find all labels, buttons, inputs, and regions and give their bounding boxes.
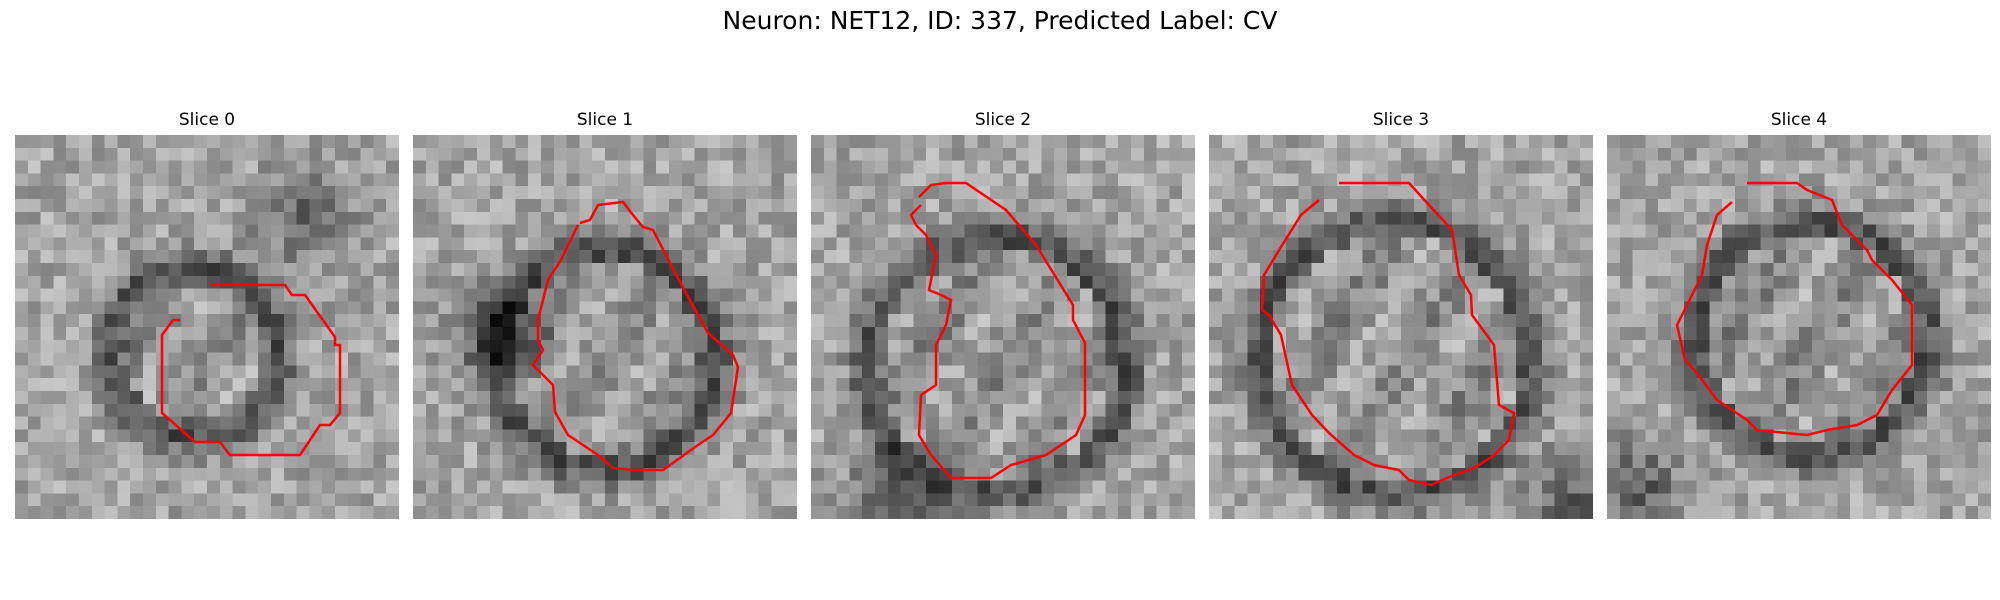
- slice-0-grayscale: [15, 135, 399, 519]
- figure-title: Neuron: NET12, ID: 337, Predicted Label:…: [722, 6, 1278, 35]
- slice-0-title: Slice 0: [178, 110, 236, 130]
- slice-4-contour: [1675, 181, 1914, 437]
- slice-4-image: [1607, 135, 1991, 519]
- slice-1-image: [413, 135, 797, 519]
- slice-4-title: Slice 4: [1770, 110, 1828, 130]
- slice-2-contour-layer: [909, 181, 1087, 480]
- slice-2-image: [811, 135, 1195, 519]
- slice-3-grayscale: [1209, 135, 1593, 519]
- slice-0-contour-layer: [160, 283, 342, 457]
- slice-2-contour: [909, 181, 1087, 480]
- slice-3-title: Slice 3: [1372, 110, 1430, 130]
- slice-4-grayscale: [1607, 135, 1991, 519]
- slice-2-grayscale: [811, 135, 1195, 519]
- slice-1-title: Slice 1: [576, 110, 634, 130]
- slice-0-contour: [160, 283, 342, 457]
- slice-1-contour-layer: [531, 200, 740, 472]
- slice-3-contour-layer: [1260, 181, 1516, 487]
- slice-1-contour: [531, 200, 740, 472]
- slice-0-image: [15, 135, 399, 519]
- slice-3-contour: [1260, 181, 1516, 487]
- slice-2-title: Slice 2: [974, 110, 1032, 130]
- slice-3-image: [1209, 135, 1593, 519]
- slice-1-grayscale: [413, 135, 797, 519]
- slice-4-contour-layer: [1675, 181, 1914, 437]
